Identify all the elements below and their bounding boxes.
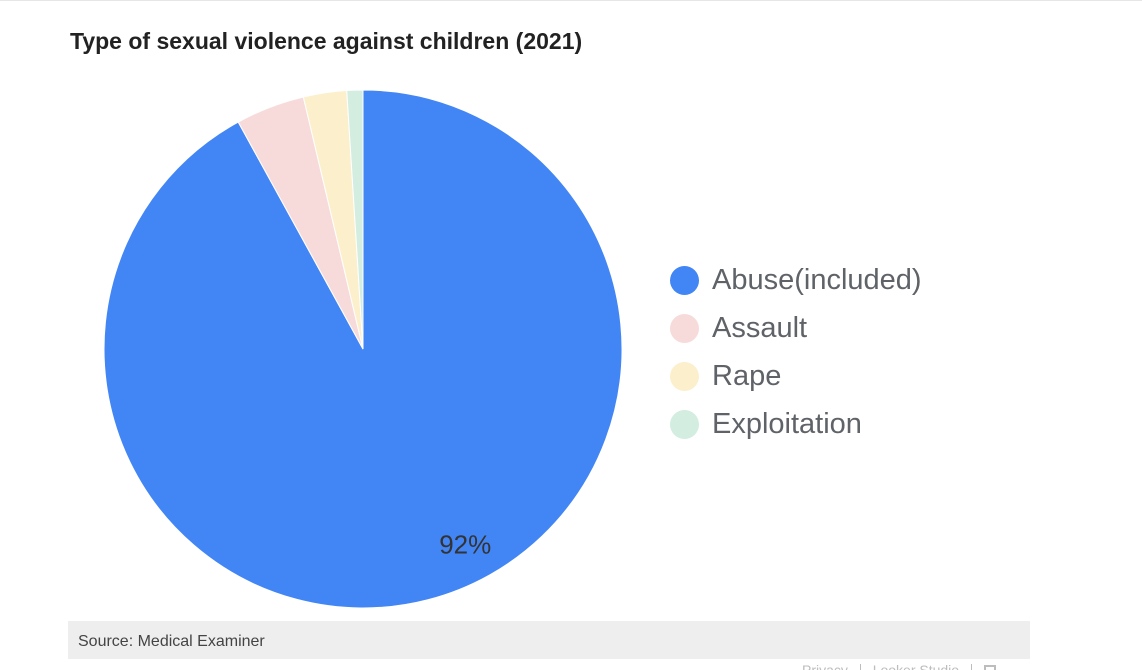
legend-swatch-assault: [670, 313, 699, 343]
looker-studio-link[interactable]: Looker Studio: [872, 662, 960, 670]
top-divider: [0, 0, 1142, 1]
footer-divider: [970, 664, 972, 670]
legend-swatch-rape: [670, 361, 699, 391]
legend-item-abuse[interactable]: Abuse(included): [670, 256, 922, 304]
chart-title: Type of sexual violence against children…: [70, 28, 583, 54]
legend-item-rape[interactable]: Rape: [670, 352, 922, 400]
legend-label-exploitation: Exploitation: [712, 407, 862, 440]
legend: Abuse(included) Assault Rape Exploitatio…: [670, 256, 922, 448]
source-text: Source: Medical Examiner: [78, 633, 265, 650]
legend-swatch-exploitation: [670, 409, 699, 439]
legend-label-rape: Rape: [712, 359, 782, 392]
footer-links: Privacy Looker Studio: [802, 659, 996, 670]
legend-item-assault[interactable]: Assault: [670, 304, 922, 352]
source-bar: Source: Medical Examiner: [68, 621, 1030, 659]
legend-item-exploitation[interactable]: Exploitation: [670, 400, 922, 448]
legend-label-abuse: Abuse(included): [712, 263, 922, 296]
footer-divider: [859, 664, 861, 670]
pie-data-label-abuse: 92%: [439, 530, 491, 560]
privacy-link[interactable]: Privacy: [802, 662, 848, 670]
fullscreen-icon[interactable]: [983, 665, 996, 670]
legend-label-assault: Assault: [712, 311, 808, 344]
pie-chart: 92%: [103, 89, 623, 609]
pie-slice-exploitation[interactable]: [346, 89, 364, 350]
legend-swatch-abuse: [670, 265, 699, 295]
